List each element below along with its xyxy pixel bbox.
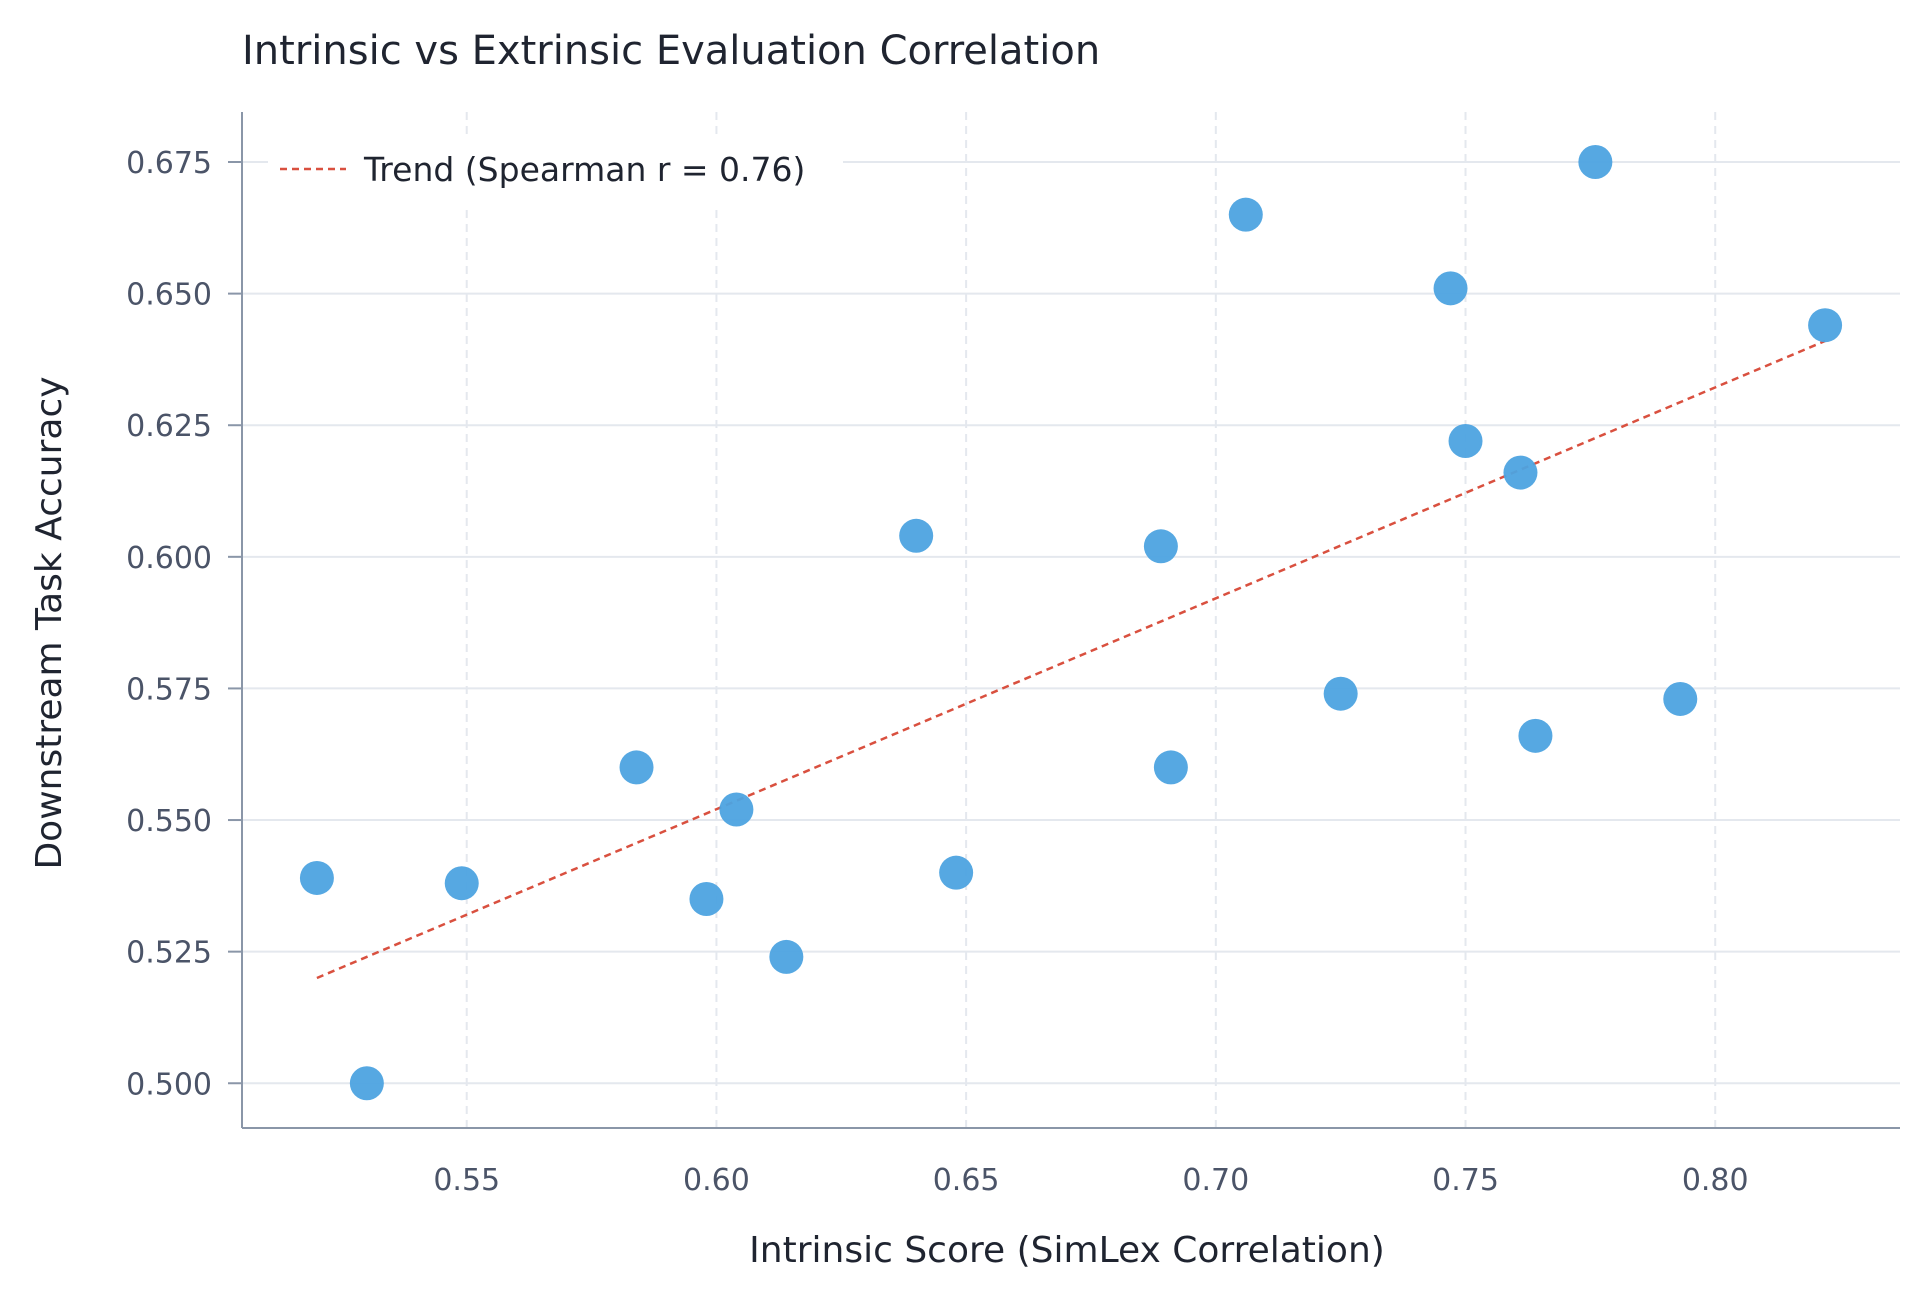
y-tick-label: 0.575 — [126, 672, 212, 707]
y-tick-label: 0.500 — [126, 1067, 212, 1102]
data-points — [299, 145, 1843, 1101]
legend-background — [268, 140, 843, 204]
data-point — [769, 939, 804, 974]
trend-line — [316, 339, 1826, 980]
data-point — [1228, 197, 1263, 232]
y-tick-label: 0.650 — [126, 278, 212, 313]
data-point — [1518, 718, 1553, 753]
y-tick-label: 0.525 — [126, 936, 212, 971]
data-point — [1323, 676, 1358, 711]
y-axis-label: Downstream Task Accuracy — [29, 376, 70, 869]
data-point — [619, 750, 654, 785]
data-point — [1808, 308, 1843, 343]
data-point — [899, 518, 934, 553]
data-point — [719, 792, 754, 827]
data-point — [1578, 145, 1613, 180]
axes — [241, 112, 1900, 1129]
x-tick-label: 0.60 — [683, 1163, 750, 1198]
legend-label: Trend (Spearman r = 0.76) — [363, 150, 805, 189]
x-tick-label: 0.80 — [1682, 1163, 1749, 1198]
data-point — [1448, 424, 1483, 459]
data-point — [689, 882, 724, 917]
x-tick-label: 0.65 — [933, 1163, 1000, 1198]
x-tick-label: 0.70 — [1182, 1163, 1249, 1198]
data-point — [1433, 271, 1468, 306]
y-tick-label: 0.550 — [126, 804, 212, 839]
data-point — [1663, 681, 1698, 716]
data-point — [1143, 529, 1178, 564]
data-point — [939, 855, 974, 890]
y-tick-label: 0.600 — [126, 541, 212, 576]
data-point — [444, 866, 479, 901]
x-tick-label: 0.55 — [433, 1163, 500, 1198]
y-tick-label: 0.625 — [126, 409, 212, 444]
data-point — [349, 1066, 384, 1101]
data-point — [1153, 750, 1188, 785]
trend-layer — [316, 339, 1826, 980]
data-point — [1503, 455, 1538, 490]
data-point — [299, 860, 334, 895]
tick-labels: 0.500 0.525 0.550 0.575 0.600 0.625 0.650 0.675… — [126, 146, 1749, 1198]
chart-title: Intrinsic vs Extrinsic Evaluation Correl… — [242, 28, 1100, 74]
legend: Trend (Spearman r = 0.76) — [268, 140, 843, 204]
y-tick-label: 0.675 — [126, 146, 212, 181]
x-axis-label: Intrinsic Score (SimLex Correlation) — [749, 1230, 1385, 1271]
x-tick-label: 0.75 — [1432, 1163, 1499, 1198]
